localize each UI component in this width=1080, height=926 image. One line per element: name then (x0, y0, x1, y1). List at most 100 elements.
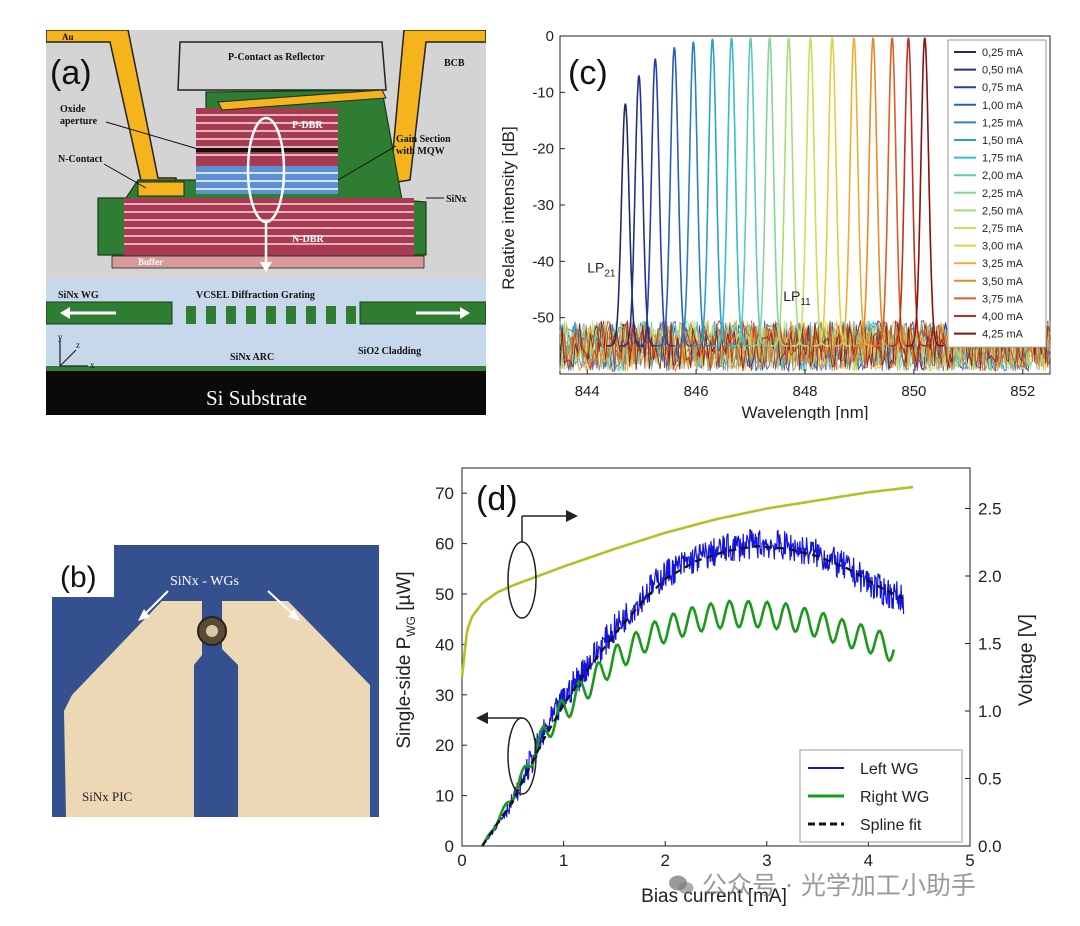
legend-label-c: 3,25 mA (982, 258, 1024, 270)
series-line-1 (481, 599, 896, 847)
leader-gain (337, 145, 397, 181)
label-au: Au (62, 32, 74, 42)
label-p-contact: P-Contact as Reflector (228, 52, 325, 63)
label-cladding: SiO2 Cladding (358, 346, 421, 357)
legend-label-c: 3,75 mA (982, 293, 1024, 305)
label-sinx: SiNx (446, 194, 467, 205)
y2-tick-label: 0.0 (978, 837, 1002, 856)
n-contact-pad (137, 181, 185, 197)
panel-a-vcsel-schematic: (a) Au P-Contact as Reflector BCB Oxide a… (45, 29, 487, 415)
p-contact-reflector (217, 89, 387, 111)
peak-line-14 (873, 37, 912, 347)
series-line-3 (460, 485, 914, 678)
peak-line-6 (712, 37, 751, 347)
coordinate-axes-icon (59, 338, 88, 367)
wechat-icon (669, 875, 694, 894)
y2-tick-label: 0.5 (978, 770, 1002, 789)
legend-label-c: 1,00 mA (982, 100, 1024, 112)
x-tick-label: 2 (660, 851, 669, 870)
label-n-dbr: N-DBR (292, 234, 324, 245)
y-axis-label-c: Relative intensity [dB] (500, 126, 518, 289)
label-sinx-arc: SiNx ARC (230, 352, 274, 363)
label-sin-wg: SiNx WG (58, 290, 99, 301)
peak-line-7 (731, 37, 770, 347)
x-tick-label: 3 (762, 851, 771, 870)
y-tick-label: -40 (532, 253, 554, 270)
leader-oxide (105, 121, 199, 150)
p-dbr-stripes (196, 114, 338, 156)
panel-d-power-chart: 0 1 2 3 4 5 0 10 20 30 40 50 60 70 0.0 0.5 1.0 1.5 2.0 2.5 … (380, 460, 1040, 910)
mqw-stripes (196, 172, 338, 190)
peak-line-9 (769, 37, 808, 347)
peak-line-16 (905, 37, 944, 347)
series-group-d (460, 485, 914, 847)
diffraction-grating-teeth (186, 306, 356, 324)
peak-line-0 (606, 103, 645, 347)
noise-trace-16 (559, 319, 1051, 372)
wg-arrow-left-head (60, 307, 70, 319)
y-tick-label: 50 (435, 585, 454, 604)
y-tick-label: -10 (532, 84, 554, 101)
x-tick-label: 0 (457, 851, 466, 870)
x-tick-label: 850 (901, 383, 926, 400)
panel-c-label: (c) (568, 54, 608, 92)
x-tick-label: 846 (684, 383, 709, 400)
panel-b-chip-photo: (b) SiNx - WGs SiNx PIC (52, 545, 379, 817)
legend-label-c: 0,25 mA (982, 47, 1024, 59)
oxide-aperture-layer (196, 148, 338, 152)
axis-ticks-c: 844 846 848 850 852 0 -10 -20 -30 -40 -50 (532, 28, 1035, 400)
chip-photo-svg: (b) SiNx - WGs SiNx PIC (52, 545, 379, 817)
legend-label-d: Spline fit (860, 817, 922, 834)
wg-pointer-left-head (138, 609, 150, 621)
panel-a-label: (a) (50, 54, 92, 92)
peak-line-4 (674, 41, 713, 347)
power-callout-arrow-head (476, 712, 488, 724)
legend-label-c: 2,25 mA (982, 188, 1024, 200)
legend-label-c: 2,50 mA (982, 205, 1024, 217)
legend-label-d: Left WG (860, 761, 919, 778)
legend-label-c: 1,50 mA (982, 135, 1024, 147)
x-tick-label: 844 (575, 383, 600, 400)
y-axis-label-d: Single-side PWG [µW] (394, 571, 418, 748)
voltage-callout-arrow-head (566, 510, 578, 522)
x-tick-label: 5 (965, 851, 974, 870)
leader-n-contact (103, 163, 147, 189)
peak-line-8 (750, 37, 789, 347)
peak-line-13 (854, 37, 893, 347)
legend-label-c: 3,50 mA (982, 276, 1024, 288)
panel-d-label: (d) (476, 480, 518, 518)
y-tick-label: 20 (435, 736, 454, 755)
panel-c-spectra-chart: 844 846 848 850 852 0 -10 -20 -30 -40 -50 (c) LP21… (499, 28, 1060, 422)
peak-line-12 (834, 37, 874, 347)
legend-label-c: 0,75 mA (982, 82, 1024, 94)
watermark-text: 公众号 · 光学加工小助手 (702, 871, 976, 900)
legend-label-c: 1,75 mA (982, 153, 1024, 165)
peak-line-15 (889, 37, 928, 347)
label-oxide-aperture: Oxide aperture (60, 104, 98, 127)
peak-line-10 (791, 37, 830, 347)
y-tick-label: 10 (435, 787, 454, 806)
label-axis-x: x (90, 360, 95, 370)
legend-c: 0,25 mA 0,50 mA 0,75 mA 1,00 mA 1,25 mA 1,50 … (947, 39, 1047, 348)
y2-tick-label: 2.0 (978, 567, 1002, 586)
vcsel-schematic-svg: (a) Au P-Contact as Reflector BCB Oxide a… (45, 29, 487, 415)
legend-label-c: 2,75 mA (982, 223, 1024, 235)
legend-d: Left WG Right WG Spline fit (799, 749, 963, 843)
label-grating: VCSEL Diffraction Grating (196, 290, 315, 301)
sinx-arc-layer (46, 366, 486, 371)
y-tick-label: -50 (532, 310, 554, 327)
annotation-1: LP11 (783, 288, 811, 308)
panel-b-label: (b) (60, 561, 97, 594)
x-tick-label: 1 (559, 851, 568, 870)
pad-right (222, 601, 370, 817)
x-axis-label-d: Bias current [mA] (641, 886, 787, 907)
watermark: 公众号 · 光学加工小助手 (668, 866, 976, 902)
chip-corner-white (52, 545, 114, 597)
y-tick-label: 0 (546, 28, 554, 45)
label-buffer: Buffer (138, 257, 163, 267)
legend-label-c: 4,25 mA (982, 329, 1024, 341)
legend-label-c: 1,25 mA (982, 117, 1024, 129)
x-tick-label: 4 (864, 851, 873, 870)
label-sinx-pic: SiNx PIC (82, 789, 132, 804)
